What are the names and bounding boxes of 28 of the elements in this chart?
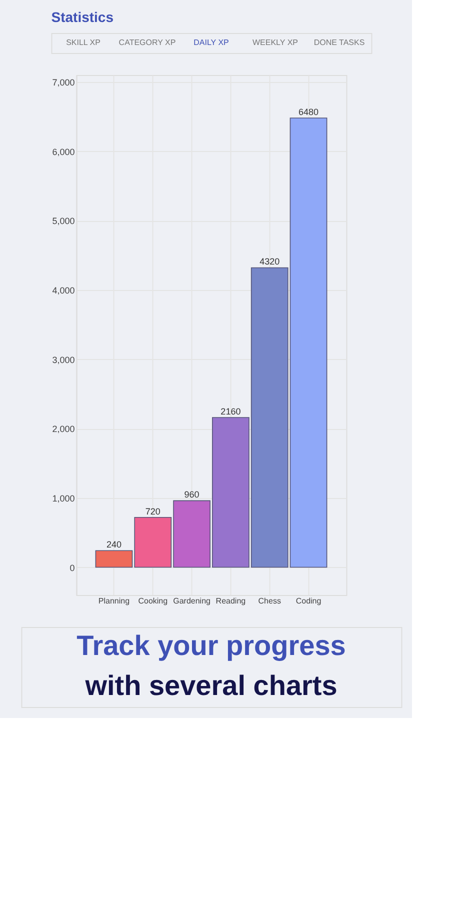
y-tick-label: 6,000 — [52, 146, 75, 157]
text: SKILL XP — [66, 38, 100, 47]
text: CATEGORY XP — [118, 38, 176, 47]
text: Track your progress — [76, 630, 346, 661]
y-tick-label: 5,000 — [52, 216, 75, 226]
x-tick-label: Reading — [216, 596, 246, 606]
y-tick-label: 2,000 — [52, 424, 75, 434]
y-tick-label: 4,000 — [52, 285, 75, 296]
data-label: 240 — [106, 540, 122, 550]
text: WEEKLY XP — [252, 38, 298, 47]
data-label: 4320 — [260, 256, 280, 267]
text: with several charts — [84, 670, 338, 701]
y-tick-label: 7,000 — [52, 77, 75, 88]
data-label: 720 — [145, 506, 160, 516]
x-tick-label: Gardening — [173, 596, 210, 606]
data-label: 960 — [184, 490, 200, 500]
y-tick-label: 0 — [70, 562, 75, 573]
x-tick-label: Coding — [296, 596, 322, 606]
x-tick-label: Chess — [258, 596, 281, 606]
data-label: 6480 — [298, 106, 319, 117]
y-tick-label: 1,000 — [52, 493, 75, 504]
y-tick-label: 3,000 — [52, 354, 75, 365]
x-tick-label: Cooking — [138, 596, 168, 606]
data-label: 2160 — [220, 406, 241, 417]
text: DONE TASKS — [314, 38, 365, 47]
x-tick-label: Planning — [98, 596, 130, 606]
chart-title: Statistics — [51, 9, 114, 25]
text: DAILY XP — [194, 38, 229, 47]
